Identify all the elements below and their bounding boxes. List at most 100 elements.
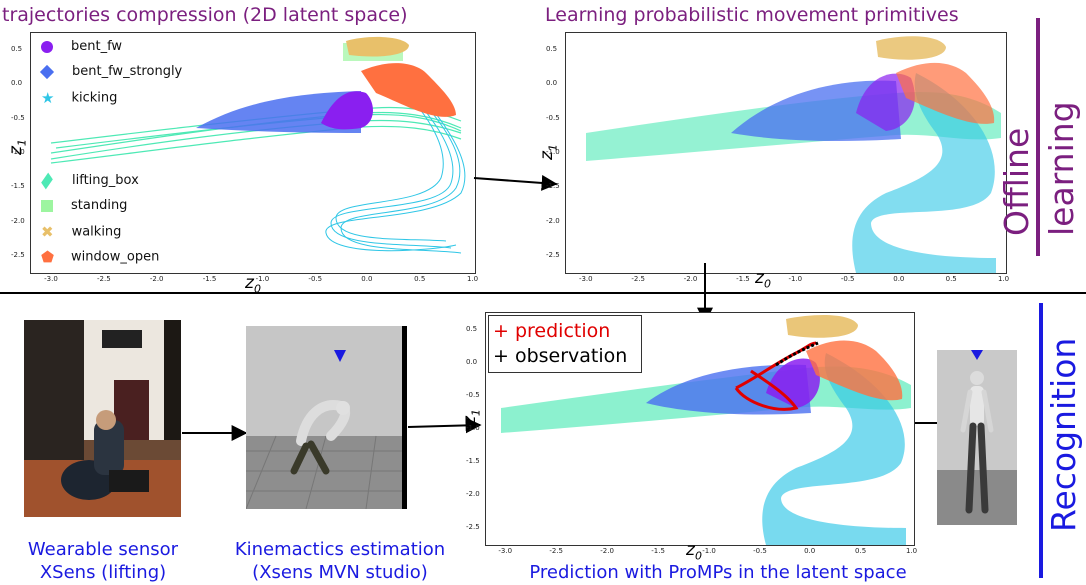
- avatar-render: [937, 350, 1017, 525]
- x-tick-label: -3.0: [44, 275, 58, 283]
- legend-marker-star-icon: ★: [41, 89, 55, 107]
- offline-label-2: learning: [1042, 101, 1081, 236]
- x-tick-label: -0.5: [840, 275, 855, 283]
- x-tick-label: -3.0: [578, 275, 593, 283]
- prediction-legend-label: + prediction: [493, 320, 611, 342]
- compression-title: trajectories compression (2D latent spac…: [2, 4, 408, 26]
- prediction-legend: + prediction + observation: [488, 315, 642, 373]
- bent-fw-strongly-promp: [731, 80, 901, 141]
- kinematics-caption: Kinemactics estimation (Xsens MVN studio…: [210, 538, 470, 584]
- sensor-photo: [24, 320, 181, 517]
- y-tick-label: -0.5: [466, 390, 480, 399]
- y-tick-label: -1.0: [466, 424, 480, 432]
- y-tick-label: -0.5: [11, 113, 25, 122]
- y-tick-label: -2.0: [546, 216, 560, 225]
- promp-learning-svg: [586, 36, 1001, 273]
- latent-space-plot: bent_fw bent_fw_strongly ★ kicking liftin…: [30, 32, 476, 274]
- x-tick-label: -2.0: [683, 275, 698, 283]
- y-tick-label: -2.5: [466, 523, 480, 532]
- y-tick-label: 0.5: [466, 324, 478, 333]
- bent-fw-prediction: [766, 358, 820, 408]
- x-axis-label-3: z0: [686, 540, 702, 563]
- x-tick-label: 0.5: [945, 275, 957, 283]
- sensor-caption: Wearable sensor XSens (lifting): [18, 538, 188, 584]
- legend-label: window_open: [71, 249, 160, 265]
- kicking-trajectories: [325, 70, 466, 254]
- legend-marker-thin-diamond-icon: [41, 172, 53, 189]
- x-tick-label: -2.0: [600, 547, 614, 555]
- x-tick-label: -0.5: [753, 547, 767, 555]
- legend-label: kicking: [71, 90, 118, 106]
- legend-item-bent-fw: bent_fw: [41, 39, 122, 54]
- legend-marker-circle-icon: [41, 40, 53, 53]
- y-tick-label: 0.0: [11, 79, 23, 88]
- x-tick-label: -1.5: [202, 275, 217, 283]
- y-tick-label: 0.5: [11, 45, 23, 54]
- walking-promp: [876, 36, 946, 60]
- x-tick-label: -3.0: [498, 547, 513, 555]
- sensor-caption-line1: Wearable sensor: [27, 539, 179, 560]
- x-tick-label: -1.5: [651, 547, 665, 555]
- y-tick-label: -1.5: [466, 457, 480, 466]
- window-open-region: [361, 63, 456, 117]
- prediction-plot: + prediction + observation: [485, 312, 915, 546]
- y-axis-label-3: z1: [460, 409, 483, 425]
- legend-marker-square-icon: [41, 199, 53, 212]
- x-tick-label: -2.5: [549, 547, 563, 555]
- kicking-prediction: [762, 353, 906, 545]
- x-tick-label: 1.0: [906, 547, 918, 555]
- x-tick-label: -2.5: [97, 275, 111, 283]
- recognition-label: Recognition: [1044, 337, 1083, 532]
- y-tick-label: -2.0: [466, 490, 480, 499]
- y-tick-label: 0.5: [546, 45, 558, 54]
- bent-fw-strongly-prediction: [646, 364, 811, 415]
- x-tick-label: 0.5: [855, 547, 867, 555]
- offline-divider: [1036, 18, 1040, 256]
- offline-label: Offline: [997, 127, 1036, 236]
- kicking-promp: [852, 73, 996, 273]
- legend-item-lifting-box: lifting_box: [41, 172, 139, 189]
- y-tick-label: -1.5: [11, 182, 25, 191]
- x-tick-label: -1.5: [736, 275, 750, 283]
- prediction-svg: [501, 315, 911, 545]
- kinematics-render-svg: [246, 326, 407, 509]
- legend-marker-pentagon-icon: ⬟: [41, 248, 55, 266]
- legend-item-bent-fw-strongly: bent_fw_strongly: [39, 64, 182, 79]
- y-tick-label: -1.0: [546, 148, 560, 156]
- y-tick-label: -2.5: [546, 250, 560, 259]
- x-tick-label: -0.5: [308, 275, 323, 283]
- section-separator: [0, 292, 1086, 294]
- recognition-divider: [1039, 303, 1043, 578]
- prediction-caption: Prediction with ProMPs in the latent spa…: [529, 562, 907, 583]
- legend-item-walking: ✖ walking: [41, 223, 121, 241]
- x-axis-label: z0: [245, 273, 261, 296]
- bent-fw-region: [321, 91, 373, 130]
- x-tick-label: -1.0: [255, 275, 270, 283]
- legend-item-kicking: ★ kicking: [41, 89, 117, 107]
- x-tick-label: 1.0: [467, 275, 479, 283]
- avatar-render-svg: [937, 350, 1017, 525]
- legend-marker-x-icon: ✖: [41, 223, 54, 241]
- y-tick-label: -1.5: [546, 182, 560, 191]
- bent-fw-promp: [856, 73, 915, 131]
- kinematics-render: [246, 326, 407, 509]
- arrow-compress-to-learn: [473, 174, 558, 191]
- promp-learning-plot: [565, 32, 1007, 274]
- x-tick-label: -1.0: [788, 275, 803, 283]
- kinematics-caption-line1: Kinemactics estimation: [234, 539, 446, 560]
- latent-space-svg: [50, 36, 466, 254]
- x-tick-label: 1.0: [998, 275, 1010, 283]
- bent-fw-strongly-region: [196, 91, 361, 133]
- y-tick-label: -2.5: [11, 250, 25, 259]
- kinematics-caption-line2: (Xsens MVN studio): [252, 562, 428, 583]
- legend-label: standing: [71, 198, 128, 213]
- x-axis-label-2: z0: [755, 268, 771, 291]
- x-tick-label: 0.0: [804, 547, 816, 555]
- legend-label: lifting_box: [72, 173, 139, 188]
- prediction-loop: [734, 369, 799, 411]
- window-open-promp: [896, 62, 995, 124]
- legend-item-standing: standing: [41, 198, 127, 213]
- y-tick-label: 0.0: [546, 79, 558, 88]
- observation-legend-label: + observation: [493, 345, 628, 367]
- sensor-caption-line2: XSens (lifting): [39, 562, 167, 583]
